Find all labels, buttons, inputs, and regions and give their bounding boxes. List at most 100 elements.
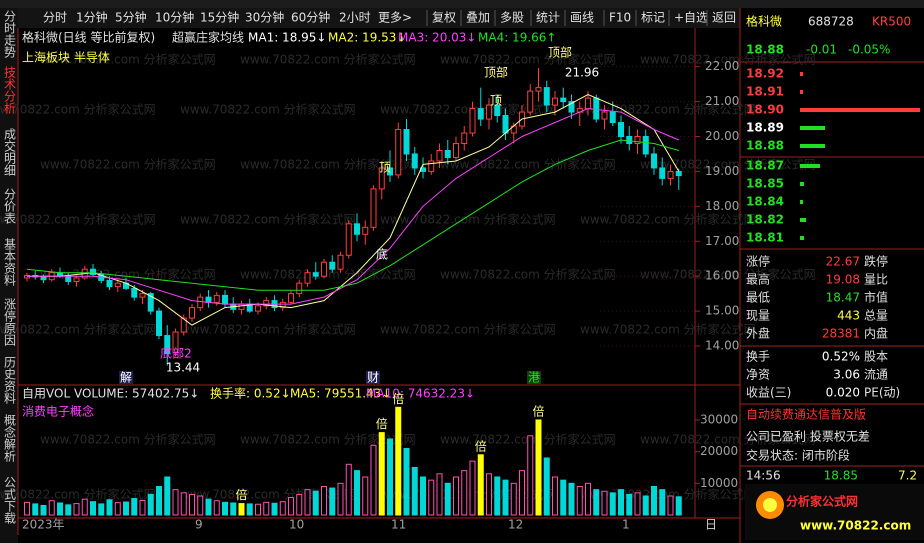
volume-bar — [378, 432, 385, 516]
sidebar — [0, 8, 18, 543]
volume-bar — [461, 470, 468, 516]
order-size-bar — [800, 72, 803, 76]
candle-body — [618, 122, 624, 138]
volume-highlight-label: 倍 — [475, 438, 487, 453]
period-tab[interactable]: 更多> — [378, 11, 412, 25]
watermark: www.70822.com 分析家公式网 — [240, 157, 416, 172]
trade-volume: 7.2 — [898, 469, 917, 483]
toolbar-button[interactable]: 叠加 — [466, 11, 490, 25]
moving-average — [27, 108, 679, 305]
candle-body — [469, 108, 476, 134]
y-tick-label: 20000 — [700, 444, 738, 458]
toolbar-button[interactable]: 画线 — [570, 11, 594, 25]
volume-bar — [73, 503, 80, 516]
volume-bar — [345, 463, 352, 516]
annotation: 底部2 — [160, 346, 192, 361]
sidebar-tab[interactable]: 分价表 — [3, 188, 17, 224]
volume-bar — [651, 485, 657, 516]
volume-bar — [98, 503, 105, 516]
price-change-pct: -0.05% — [848, 43, 890, 57]
period-tab[interactable]: 5分钟 — [115, 10, 147, 25]
toolbar-button[interactable]: 返回 — [712, 11, 736, 25]
period-tab[interactable]: 分时 — [43, 11, 67, 25]
candle-body — [321, 261, 327, 277]
stat-label: 流通 — [864, 368, 888, 382]
candle-body — [304, 272, 311, 284]
sidebar-tab[interactable]: 历史资料 — [3, 356, 17, 404]
sidebar-tab[interactable]: 成交明细 — [3, 128, 17, 176]
period-tab[interactable]: 10分钟 — [155, 10, 194, 25]
watermark: www.70822.com 分析家公式网 — [0, 212, 156, 227]
annotation: 21.96 — [565, 66, 599, 80]
volume-bar — [90, 501, 96, 516]
sidebar-tab[interactable]: 分时走势 — [3, 10, 17, 58]
sidebar-tab[interactable]: 基本资料 — [3, 238, 17, 286]
toolbar-button[interactable]: 统计 — [536, 11, 560, 25]
volume-bar — [321, 485, 327, 516]
toolbar-button[interactable]: 多股 — [500, 11, 524, 25]
candle-body — [494, 104, 501, 117]
watermark: www.70822.com 分析家公式网 — [380, 102, 556, 117]
period-tab[interactable]: 15分钟 — [200, 10, 239, 25]
event-marker: 解 — [120, 371, 132, 385]
toolbar-button[interactable]: F10 — [609, 11, 631, 25]
order-price: 18.81 — [746, 231, 784, 245]
candle-body — [362, 226, 369, 235]
stat-label: 净资 — [746, 368, 770, 382]
event-marker-bg — [366, 371, 380, 384]
volume-bar — [642, 495, 649, 516]
volume-bar — [403, 447, 410, 516]
stat-label: 涨停 — [746, 254, 770, 269]
candle-body — [453, 142, 459, 158]
x-tick-label: 1 — [622, 518, 630, 532]
toolbar-button[interactable]: 复权 — [432, 11, 456, 25]
candle-body — [651, 153, 657, 169]
period-tab[interactable]: 60分钟 — [291, 10, 330, 25]
volume-bar — [494, 476, 501, 516]
volume-bar — [238, 503, 245, 516]
sidebar-tab[interactable]: 技术分析 — [3, 66, 17, 115]
sidebar-tab[interactable]: 涨停原因 — [3, 297, 17, 346]
moving-average — [27, 94, 680, 326]
sidebar-tab[interactable]: 概念解析 — [3, 414, 17, 463]
candle-body — [477, 108, 484, 120]
x-tick-label: 10 — [289, 518, 304, 532]
candle-body — [395, 129, 402, 176]
y-tick-label: 16.00 — [705, 269, 739, 283]
candle-body — [345, 223, 352, 256]
toolbar-button[interactable]: +自选 — [674, 11, 708, 25]
annotation: 底 — [376, 247, 388, 262]
volume-bar — [519, 470, 525, 516]
period-tab[interactable]: 1分钟 — [76, 10, 108, 25]
volume-bar — [48, 500, 55, 516]
period-tab[interactable]: 30分钟 — [245, 10, 284, 25]
y-tick-label: 15.00 — [705, 304, 739, 318]
watermark: www.70822.com 分析家公式网 — [240, 432, 416, 447]
watermark: www.70822.com 分析家公式网 — [180, 212, 356, 227]
volume-bar — [659, 489, 666, 516]
volume-bar — [180, 492, 187, 516]
period-tab[interactable]: 2小时 — [339, 11, 371, 25]
moving-average — [26, 139, 679, 291]
y-tick-label: 10000 — [700, 476, 738, 490]
watermark: www.70822.com 分析家公式网 — [180, 322, 356, 337]
candle-body — [65, 275, 72, 282]
toolbar-button[interactable]: 标记 — [641, 11, 665, 25]
stat-label: 现量 — [746, 309, 770, 323]
candle-body — [106, 279, 113, 288]
volume-bar — [420, 476, 426, 516]
order-size-bar — [800, 182, 804, 186]
candle-body — [114, 282, 121, 288]
sector: 上海板块 半导体 — [22, 50, 110, 65]
sidebar-tab[interactable]: 公式下载 — [3, 476, 17, 525]
candle-body — [337, 254, 344, 270]
notice: 自动续费通达信普及版 — [746, 408, 866, 422]
volume-bar — [32, 503, 39, 516]
candle-body — [609, 111, 616, 124]
volume-bar — [626, 493, 633, 516]
volume-highlight-label: 倍 — [235, 487, 247, 502]
order-size-bar — [800, 108, 920, 112]
candle-body — [461, 132, 468, 144]
watermark: www.70822.com 分析家公式网 — [240, 267, 416, 282]
